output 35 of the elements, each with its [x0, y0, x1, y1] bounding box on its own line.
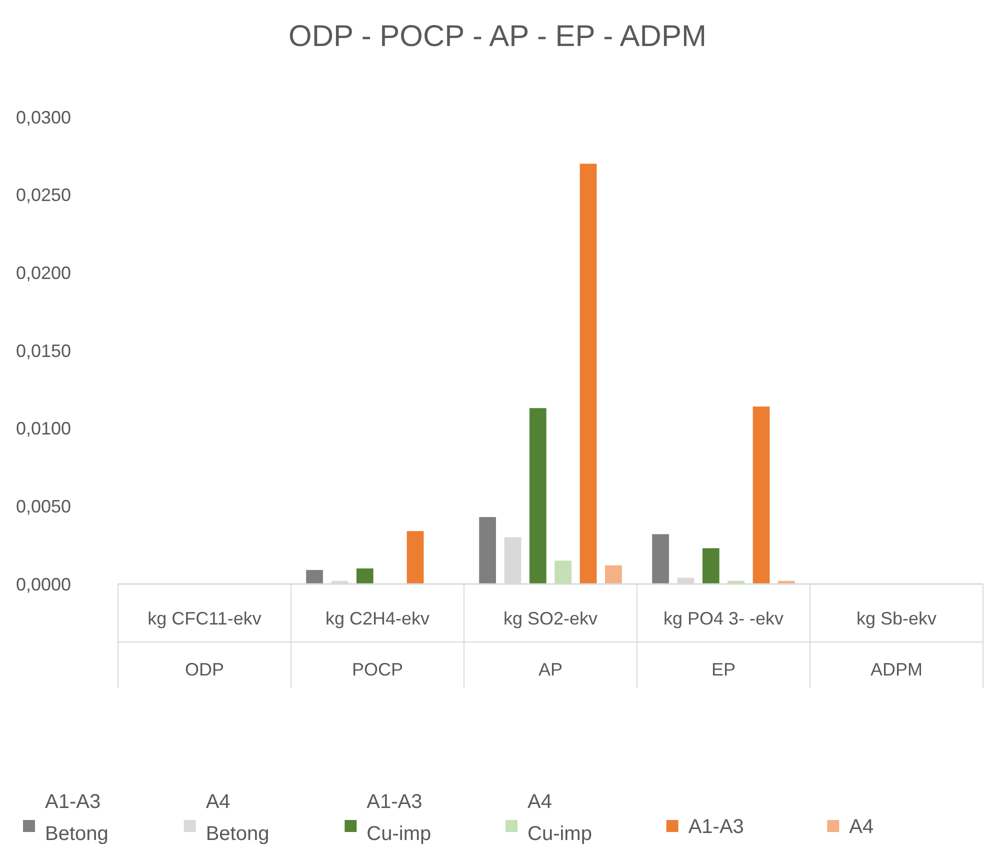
bar [406, 531, 424, 584]
bar [356, 568, 374, 584]
y-tick-label: 0,0000 [16, 574, 72, 594]
chart-title: ODP - POCP - AP - EP - ADPM [288, 20, 706, 53]
legend-label: A4 Betong [206, 791, 270, 845]
x-tick-label: kg PO4 3- -ekv [663, 608, 784, 628]
bar [752, 406, 770, 584]
x-tick-label: kg CFC11-ekv [148, 608, 262, 628]
y-tick-label: 0,0050 [16, 496, 72, 516]
text: AP [538, 659, 563, 680]
bar [605, 565, 622, 584]
text: EP [711, 659, 736, 680]
legend-label: A4 Cu-imp [528, 791, 592, 845]
bar [479, 517, 496, 584]
bar [554, 560, 572, 584]
bar [306, 570, 323, 584]
x-tick-label: kg Sb-ekv [856, 608, 937, 628]
y-tick-label: 0,0150 [16, 340, 72, 361]
bar [580, 164, 597, 584]
bar [529, 408, 546, 584]
x-tick-label: kg SO2-ekv [503, 608, 598, 628]
bar [702, 548, 720, 584]
legend-label: A1-A3 Cu-imp [366, 791, 432, 845]
y-tick-label: 0,0300 [16, 107, 72, 128]
legend-label: A4 [849, 816, 874, 838]
text: ODP [184, 659, 224, 680]
x-tick-label: kg C2H4-ekv [325, 608, 430, 628]
legend-label: A1-A3 [688, 816, 744, 838]
legend-label: A1-A3 Betong [45, 791, 108, 845]
bar [652, 534, 669, 584]
y-tick-label: 0,0250 [16, 185, 72, 206]
text: POCP [352, 659, 404, 680]
y-tick-label: 0,0100 [16, 418, 72, 439]
text: ADPM [870, 659, 923, 680]
y-tick-label: 0,0200 [16, 262, 72, 283]
